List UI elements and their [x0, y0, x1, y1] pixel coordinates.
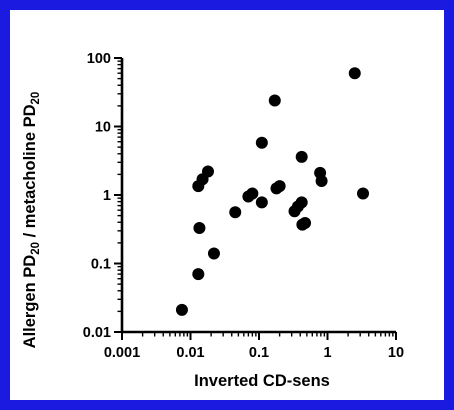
data-point — [193, 221, 206, 234]
data-point — [229, 206, 242, 219]
tick-labels: 0.001 0.01 0.1 1 10 0.01 0.1 1 10 100 — [83, 51, 404, 361]
y-axis-title-subscript: 20 — [30, 242, 42, 255]
data-point — [348, 67, 361, 80]
data-point — [295, 196, 308, 209]
y-axis-title: Allergen PD20 / metacholine PD20 — [21, 92, 42, 349]
x-axis-title: Inverted CD-sens — [194, 372, 330, 390]
data-point — [268, 94, 281, 107]
y-axis-title-subscript: 20 — [30, 92, 42, 105]
x-tick-label: 0.001 — [104, 345, 140, 361]
y-tick-label: 0.01 — [83, 325, 111, 341]
chart-panel: 0.001 0.01 0.1 1 10 0.01 0.1 1 10 100 Inverted CD… — [10, 10, 444, 400]
y-axis-title-part: Allergen PD — [21, 255, 39, 349]
data-point — [246, 187, 259, 200]
tick-marks — [114, 57, 397, 340]
data-point — [315, 175, 328, 188]
x-tick-label: 0.01 — [176, 345, 204, 361]
axes — [120, 58, 396, 334]
data-point — [207, 247, 220, 260]
y-tick-label: 100 — [87, 51, 111, 67]
data-point — [273, 180, 286, 193]
data-point — [255, 196, 268, 209]
scatter-chart: 0.001 0.01 0.1 1 10 0.01 0.1 1 10 100 Inverted CD… — [21, 51, 404, 390]
y-tick-label: 1 — [103, 188, 111, 204]
data-point — [201, 165, 214, 178]
y-tick-label: 0.1 — [91, 257, 111, 273]
x-tick-label: 0.1 — [249, 345, 269, 361]
data-point — [255, 136, 268, 149]
data-point — [295, 150, 308, 163]
data-point — [357, 187, 370, 200]
x-tick-label: 1 — [323, 345, 331, 361]
data-points — [175, 67, 370, 316]
y-tick-label: 10 — [95, 120, 111, 136]
data-point — [175, 303, 188, 316]
y-axis-title-part: / metacholine PD — [21, 104, 39, 242]
data-point — [299, 217, 312, 230]
data-point — [192, 268, 205, 281]
x-tick-label: 10 — [388, 345, 404, 361]
